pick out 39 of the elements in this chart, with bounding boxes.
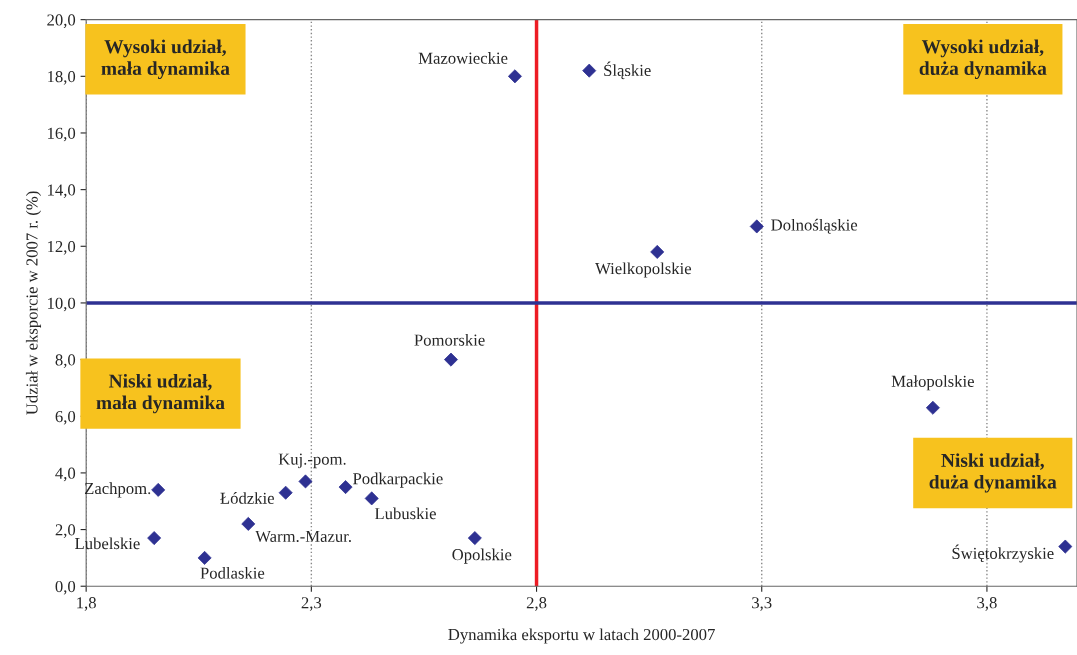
annotation: Warm.-Mazur. [255,530,351,543]
y-tick-label: 20,0 [47,14,76,28]
y-tick-label: 10,0 [48,297,76,312]
annotation: Opolskie [452,548,512,564]
x-tick-label: 2,8 [526,597,547,611]
y-tick-label: 0,0 [55,580,76,595]
x-tick-label: 3,3 [752,597,772,611]
y-tick-label: 2,0 [55,524,76,538]
y-tick-label: 18,0 [48,71,76,85]
y-tick-label: 12,0 [48,240,76,255]
annotation: Wielkopolskie [595,262,692,278]
y-axis-title: Udział w eksporcie w 2007 r. (%) [25,191,42,415]
annotation: Lubelskie [75,537,140,550]
annotation: Małopolskie [891,375,974,391]
y-tick-label: 6,0 [55,410,76,425]
annotation: Podlaskie [200,567,265,579]
annotation: Kuj.-pom. [278,453,346,469]
point [278,485,293,500]
annotation: Wysoki udział, mała dynamika [101,39,230,80]
x-tick-label: 1,8 [77,597,96,611]
x-axis-title: Dynamika eksportu w latach 2000-2007 [448,628,715,644]
annotation: Dolnośląskie [771,218,858,234]
x-tick-label: 3,8 [977,597,997,611]
y-tick-label: 4,0 [55,467,76,482]
annotation: Śląskie [604,61,651,80]
annotation: Lubuskie [374,507,436,520]
annotation: Łódzkie [220,492,274,504]
y-tick-label: 8,0 [55,354,76,368]
y-tick-label: 14,0 [48,184,76,198]
annotation: Mazowieckie [418,52,508,64]
annotation: Zachpom. [84,482,151,498]
annotation: Niski udział, duża dynamika [929,453,1057,493]
annotation: Świętokrzyskie [952,544,1054,563]
annotation: Wysoki udział, duża dynamika [919,39,1047,80]
annotation: Podkarpackie [353,472,443,488]
y-tick-label: 16,0 [48,127,76,142]
x-tick-label: 2,3 [301,597,322,611]
annotation: Niski udział, mała dynamika [96,373,225,414]
annotation: Pomorskie [414,333,485,346]
